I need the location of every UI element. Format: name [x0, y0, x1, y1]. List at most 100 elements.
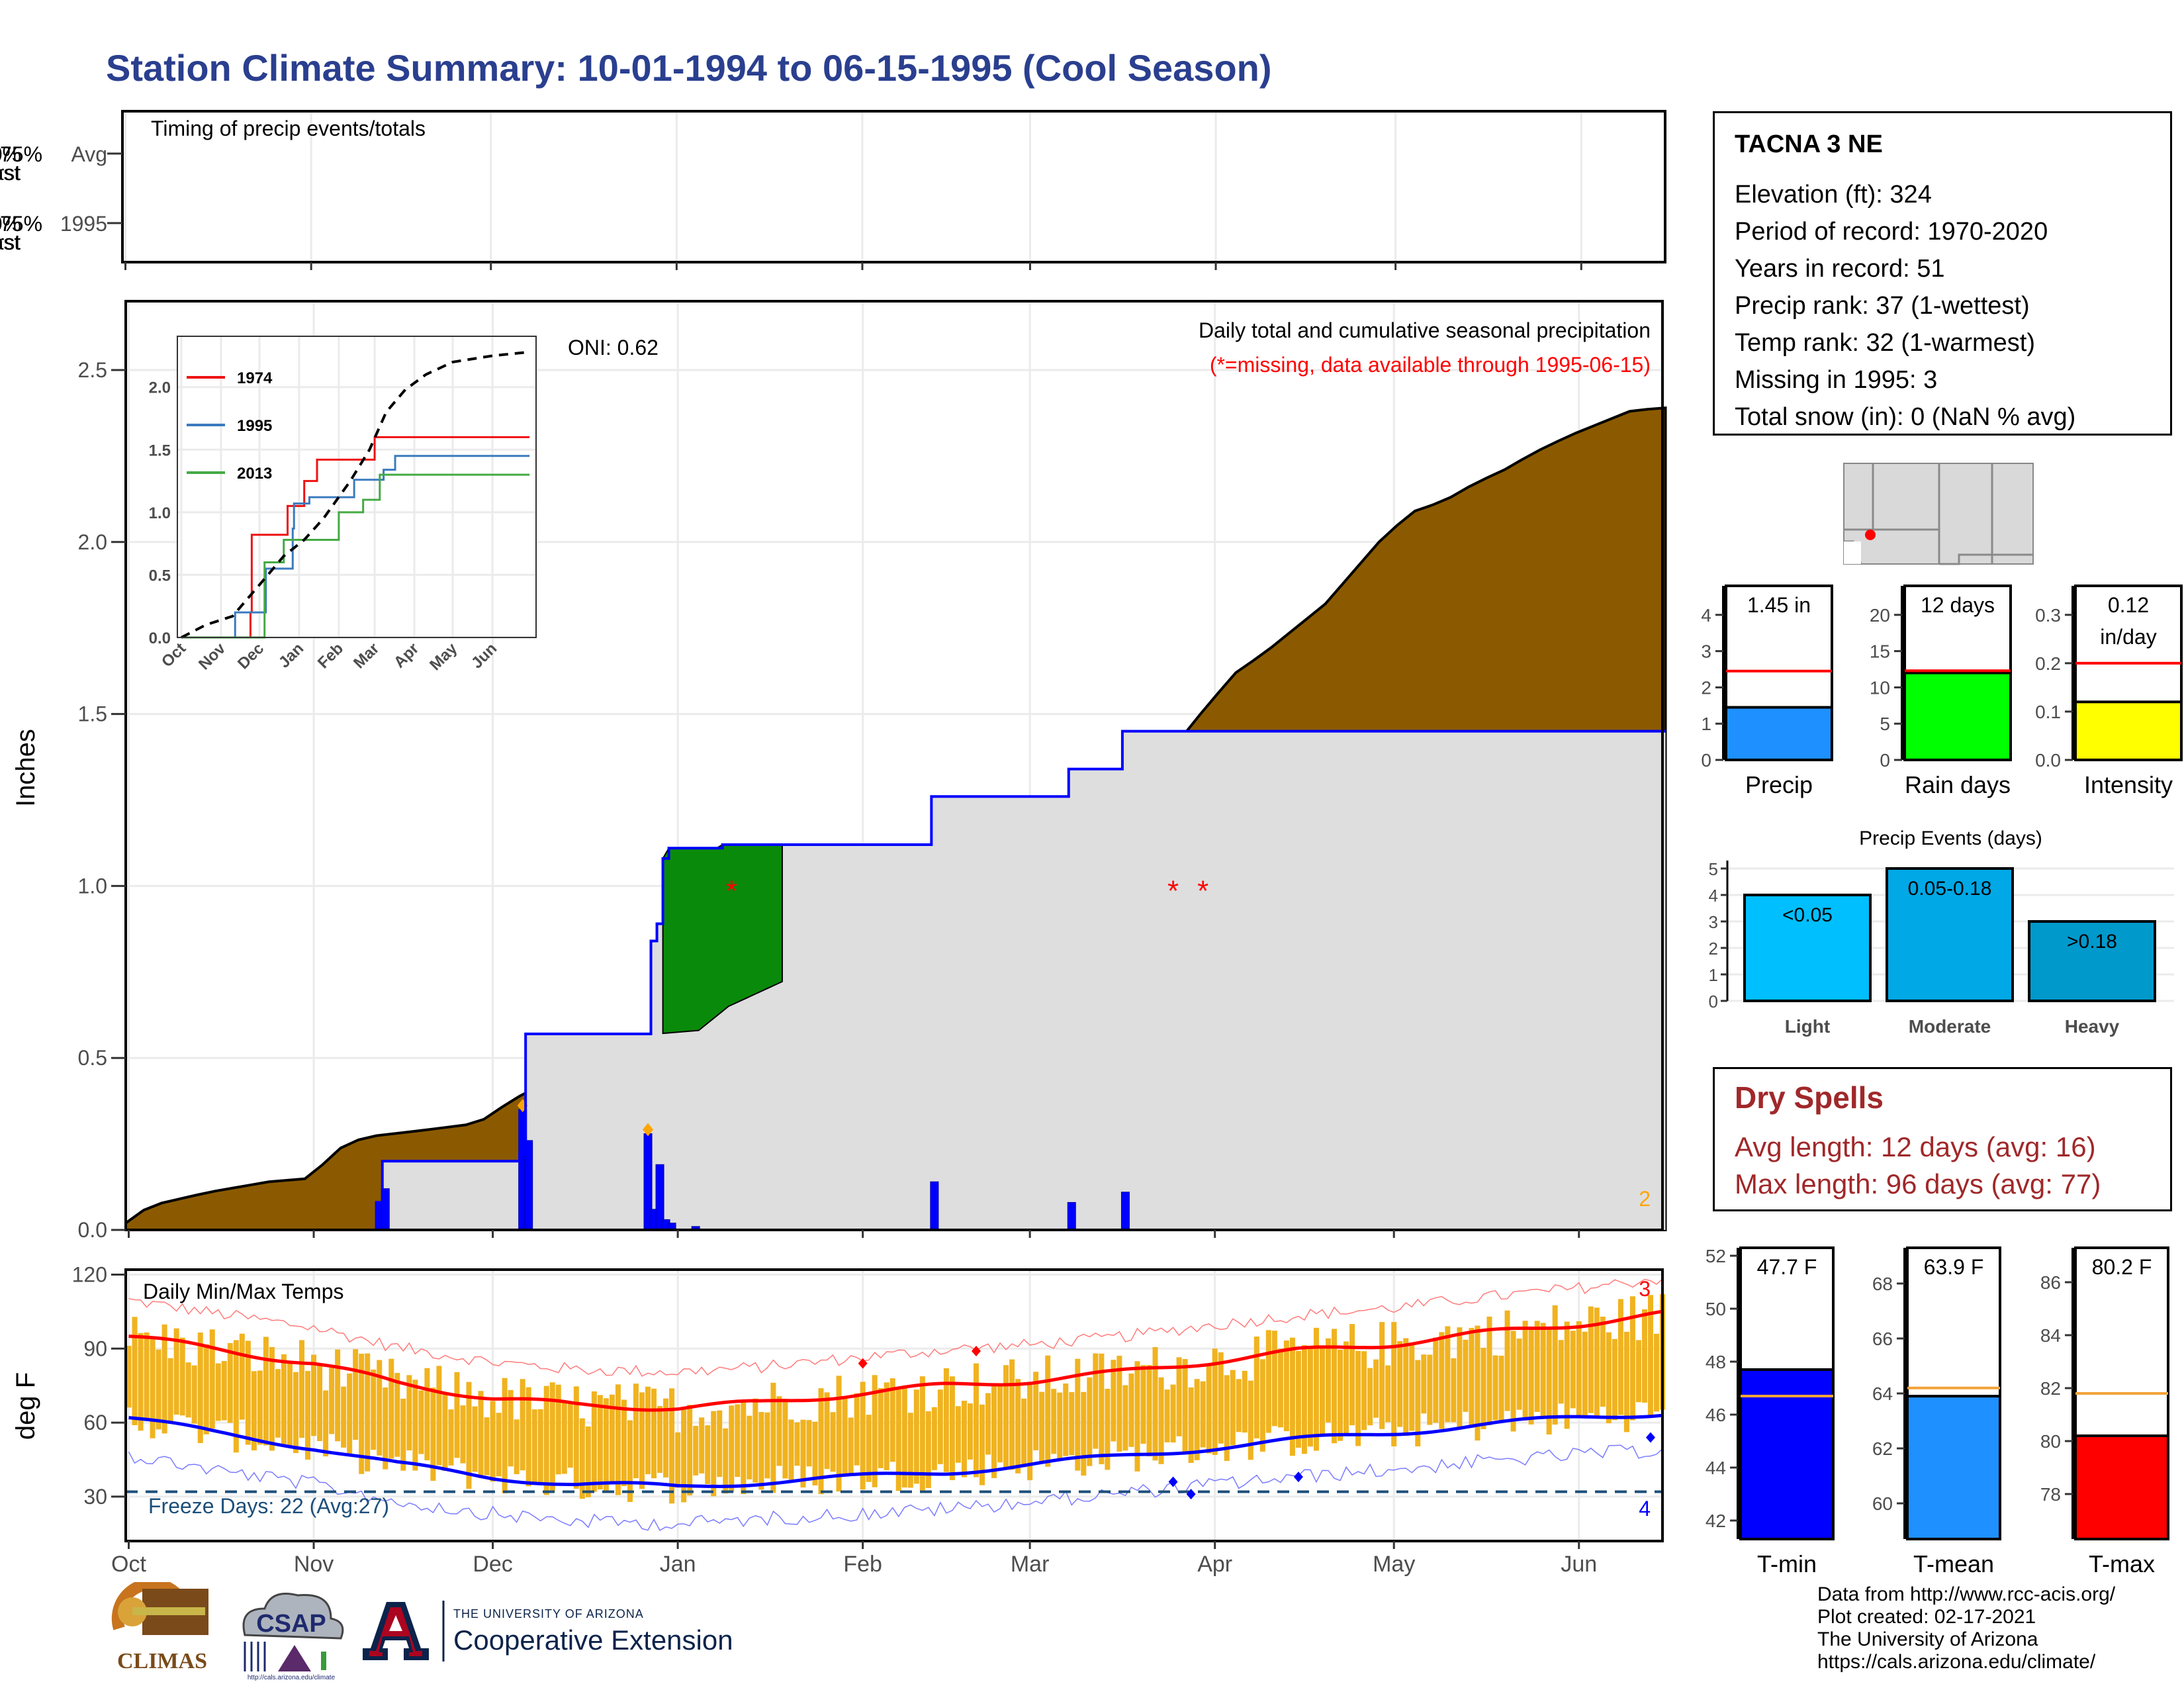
daily-temp-bar — [579, 1418, 585, 1499]
daily-temp-bar — [317, 1364, 323, 1442]
inset-y-tick: 1.5 — [149, 442, 171, 459]
temp-y-tick: 30 — [83, 1485, 107, 1509]
bar-y-tick: 66 — [1872, 1329, 1893, 1349]
daily-temp-bar — [1188, 1387, 1194, 1463]
ua-line1: THE UNIVERSITY OF ARIZONA — [453, 1607, 644, 1620]
daily-temp-bar — [1116, 1356, 1122, 1452]
daily-temp-bar — [1606, 1332, 1612, 1424]
daily-temp-bar — [1361, 1351, 1367, 1430]
daily-temp-bar — [597, 1395, 603, 1490]
timing-row-label: 1995 — [60, 212, 107, 236]
timing-marker-label: First — [0, 230, 21, 254]
credit-url: https://cals.arizona.edu/climate/ — [1817, 1651, 2096, 1673]
daily-temp-bar — [1236, 1379, 1242, 1432]
month-label: Nov — [294, 1552, 334, 1577]
daily-temp-bar — [949, 1376, 955, 1480]
daily-temp-bar — [1439, 1332, 1445, 1429]
daily-temp-bar — [1522, 1321, 1528, 1421]
daily-temp-bar — [150, 1336, 156, 1438]
temp-title: Daily Min/Max Temps — [143, 1280, 343, 1303]
daily-temp-bar — [1320, 1346, 1326, 1434]
daily-temp-bar — [1081, 1391, 1087, 1476]
daily-temp-bar — [454, 1372, 460, 1458]
daily-precip-bar — [1120, 1192, 1130, 1231]
event-category: Moderate — [1909, 1016, 1991, 1037]
daily-temp-bar — [764, 1412, 770, 1479]
daily-temp-bar — [531, 1409, 537, 1485]
event-bar-label: >0.18 — [2067, 931, 2117, 953]
daily-temp-bar — [1015, 1379, 1021, 1474]
daily-temp-bar — [191, 1365, 197, 1424]
daily-temp-bar — [1194, 1379, 1200, 1460]
bar-y-tick: 68 — [1872, 1274, 1893, 1294]
station-period: Period of record: 1970-2020 — [1735, 218, 2048, 246]
daily-temp-bar — [329, 1368, 335, 1434]
daily-temp-bar — [179, 1337, 185, 1416]
daily-temp-bar — [1576, 1321, 1582, 1416]
daily-temp-bar — [723, 1428, 729, 1494]
bar-y-tick: 0.1 — [2035, 702, 2061, 722]
daily-temp-bar — [901, 1387, 907, 1488]
daily-temp-bar — [1158, 1377, 1164, 1464]
bar-title: T-max — [2089, 1550, 2155, 1577]
daily-temp-bar — [126, 1346, 132, 1408]
daily-temp-bar — [1332, 1329, 1338, 1444]
timing-panel: Timing of precip events/totalsAvg25%50%7… — [0, 110, 1666, 270]
daily-temp-bar — [335, 1349, 341, 1442]
inset-legend-label: 2013 — [237, 465, 272, 483]
location-map — [1843, 463, 2034, 565]
daily-temp-bar — [1641, 1309, 1647, 1403]
t-max-bar: 78 80 82 84 86 80.2 F T-max — [2040, 1246, 2169, 1577]
daily-temp-bar — [997, 1386, 1003, 1463]
daily-temp-bar — [245, 1340, 251, 1445]
bar-y-tick: 0.0 — [2035, 750, 2061, 771]
inset-legend-label: 1974 — [237, 369, 273, 387]
daily-temp-bar — [1564, 1321, 1570, 1429]
daily-temp-bar — [394, 1373, 400, 1457]
daily-temp-bar — [1122, 1385, 1128, 1451]
daily-temp-bar — [860, 1382, 866, 1490]
record-marker — [858, 1358, 868, 1369]
daily-temp-bar — [1051, 1389, 1057, 1454]
daily-temp-bar — [1200, 1381, 1206, 1448]
daily-temp-bar — [490, 1401, 496, 1482]
daily-temp-bar — [508, 1389, 514, 1467]
daily-temp-bar — [639, 1392, 645, 1489]
temp-y-title: deg F — [11, 1372, 40, 1440]
timing-marker-label: Last — [0, 230, 20, 254]
daily-temp-bar — [967, 1403, 973, 1460]
missing-marker: * — [726, 874, 737, 907]
event-bar-label: <0.05 — [1782, 904, 1833, 926]
daily-temp-bar — [1617, 1299, 1623, 1415]
event-y-tick: 5 — [1709, 859, 1718, 879]
y-axis-title: Inches — [11, 729, 40, 807]
daily-temp-bar — [1289, 1337, 1295, 1456]
daily-temp-bar — [878, 1387, 884, 1468]
daily-temp-bar — [132, 1317, 138, 1425]
daily-temp-bar — [400, 1398, 406, 1471]
event-y-tick: 3 — [1709, 912, 1718, 932]
inset-y-tick: 0.0 — [149, 630, 171, 647]
record-high-line — [128, 1278, 1663, 1377]
daily-temp-bar — [561, 1402, 567, 1474]
month-label: Jun — [1561, 1552, 1597, 1577]
bar-y-tick: 86 — [2040, 1272, 2061, 1293]
daily-temp-bar — [1534, 1321, 1540, 1412]
station-elevation: Elevation (ft): 324 — [1735, 181, 1932, 209]
bar-value-label: in/day — [2100, 625, 2156, 649]
timing-frame — [121, 110, 1666, 263]
daily-temp-bar — [1403, 1338, 1409, 1436]
daily-temp-bar — [889, 1378, 895, 1462]
daily-temp-bar — [203, 1344, 209, 1434]
daily-temp-bar — [937, 1389, 943, 1464]
daily-temp-bar — [1265, 1330, 1271, 1433]
daily-temp-bar — [729, 1405, 735, 1492]
bar-y-tick: 0.3 — [2035, 605, 2061, 626]
rain-days-bar: 0 5 10 15 20 12 days Rain days — [1870, 585, 2012, 798]
daily-temp-bar — [848, 1417, 854, 1475]
daily-temp-bar — [1349, 1324, 1355, 1426]
daily-temp-bar — [1612, 1338, 1617, 1421]
daily-temp-bar — [979, 1404, 985, 1485]
daily-temp-bar — [854, 1393, 860, 1466]
daily-temp-bar — [836, 1376, 842, 1492]
